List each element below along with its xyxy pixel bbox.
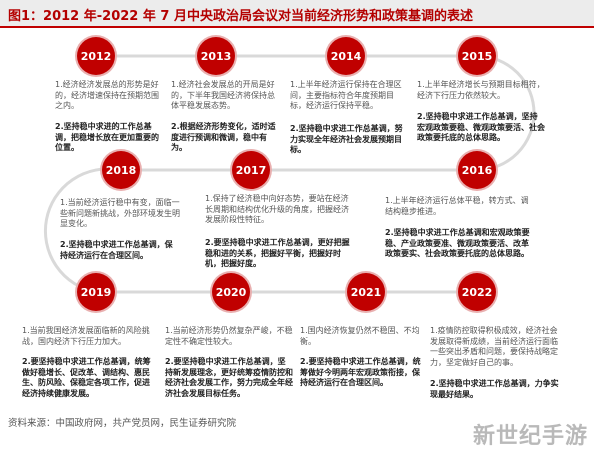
statement-2022-2: 2.坚持稳中求进工作总基调，力争实现最好结果。 xyxy=(430,379,559,399)
statement-2014-2: 2.坚持稳中求进工作总基调，努力实现全年经济社会发展预期目标。 xyxy=(290,124,403,154)
statement-2018-1: 1.当前经济运行稳中有变，面临一些新问题新挑战，外部环境发生明显变化。 xyxy=(60,198,180,228)
year-node-2019: 2019 xyxy=(77,273,115,311)
statement-2015-2: 2.坚持稳中求进工作总基调，坚持宏观政策要稳、微观政策要活、社会政策要托底的总体… xyxy=(417,112,545,142)
statement-2021-2: 2.要坚持稳中求进工作总基调，统筹做好今明两年宏观政策衔接，保持经济运行在合理区… xyxy=(300,357,421,387)
statement-2017-1: 1.保持了经济稳中向好态势，要站在经济长周期和结构优化升级的角度，把握经济发展阶… xyxy=(205,194,349,224)
year-node-2012: 2012 xyxy=(77,37,115,75)
year-node-2020: 2020 xyxy=(212,273,250,311)
statement-2020-1: 1.当前经济形势仍然复杂严峻，不稳定性不确定性较大。 xyxy=(165,326,293,346)
year-node-2022: 2022 xyxy=(458,273,496,311)
statement-2018-2: 2.坚持稳中求进工作总基调，保持经济运行在合理区间。 xyxy=(60,240,173,260)
statement-2019-2: 2.要坚持稳中求进工作总基调，统筹做好稳增长、促改革、调结构、惠民生、防风险、保… xyxy=(22,357,151,398)
statement-2016-2: 2.坚持稳中求进工作总基调和宏观政策要稳、产业政策要准、微观政策要活、改革政策要… xyxy=(385,228,530,258)
statement-2015-1: 1.上半年经济增长与预期目标相符，经济下行压力依然较大。 xyxy=(417,80,545,100)
statement-2022-1: 1.疫情防控取得积极成效，经济社会发展取得新成绩，当前经济运行面临一些突出矛盾和… xyxy=(430,326,558,367)
statement-2017-2: 2.要坚持稳中求进工作总基调，更好把握稳和进的关系，把握好平衡，把握好时机，把握… xyxy=(205,238,350,268)
source-note: 资料来源：中国政府网，共产党员网，民生证券研究院 xyxy=(8,418,237,429)
statement-2019-1: 1.当前我国经济发展面临新的风险挑战，国内经济下行压力加大。 xyxy=(22,326,150,346)
year-node-2017: 2017 xyxy=(232,151,270,189)
statement-2016-1: 1.上半年经济运行总体平稳，转方式、调结构稳步推进。 xyxy=(385,196,529,216)
statement-2013-1: 1.经济社会发展总的开局是好的，下半年我国经济将保持总体平稳发展态势。 xyxy=(171,80,275,110)
statement-2012-1: 1.经济经济发展总的形势是好的，经济增速保持在预期范围之内。 xyxy=(55,80,159,110)
year-node-2014: 2014 xyxy=(327,37,365,75)
statement-2021-1: 1.国内经济恢复仍然不稳固、不均衡。 xyxy=(300,326,420,346)
statement-2013-2: 2.根据经济形势变化，适时适度进行预调和微调，稳中有为。 xyxy=(171,122,276,152)
year-node-2021: 2021 xyxy=(347,273,385,311)
statement-2014-1: 1.上半年经济运行保持在合理区间，主要指标符合年度预期目标，经济运行保持平稳。 xyxy=(290,80,402,110)
figure-title: 图1：2012 年-2022 年 7 月中央政治局会议对当前经济形势和政策基调的… xyxy=(8,9,473,24)
year-node-2013: 2013 xyxy=(197,37,235,75)
title-bar: 图1：2012 年-2022 年 7 月中央政治局会议对当前经济形势和政策基调的… xyxy=(0,0,594,28)
statement-2020-2: 2.要坚持稳中求进工作总基调，坚持新发展理念，更好统筹疫情防控和经济社会发展工作… xyxy=(165,357,293,398)
year-node-2015: 2015 xyxy=(458,37,496,75)
year-node-2018: 2018 xyxy=(102,151,140,189)
watermark-logo: 新世纪手游 xyxy=(472,423,588,449)
year-node-2016: 2016 xyxy=(458,151,496,189)
statement-2012-2: 2.坚持稳中求进的工作总基调，把稳增长放在更加重要的位置。 xyxy=(55,122,159,152)
